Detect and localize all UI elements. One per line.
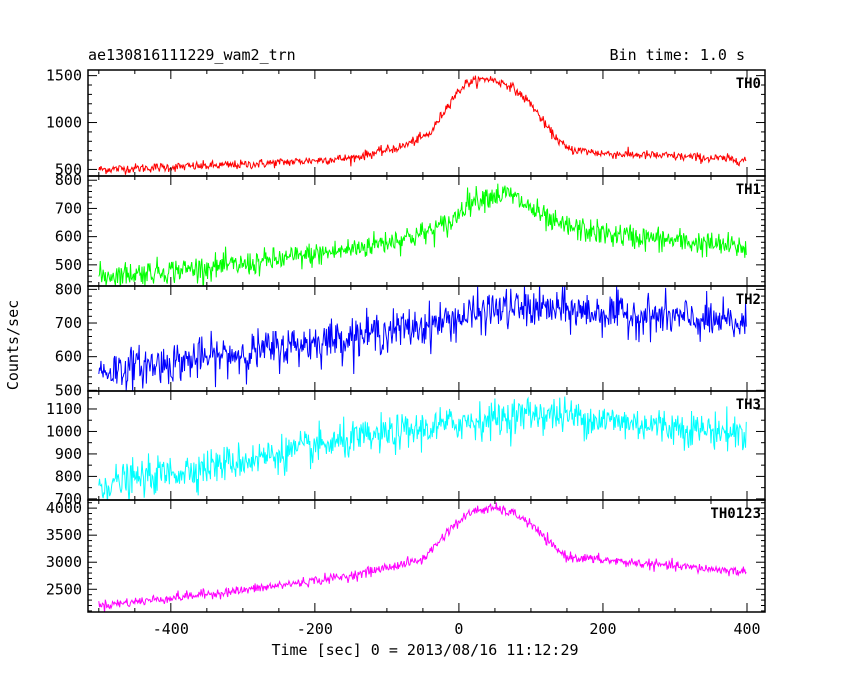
panels: 500 1000 1500 TH0 500 600 700 800 TH1 500 600 700 80… <box>46 67 766 638</box>
y-tick-label: 2500 <box>46 580 82 598</box>
x-tick-label: 400 <box>733 620 760 638</box>
panel-frame <box>87 69 766 177</box>
series-line-th0123 <box>98 502 747 612</box>
y-tick-label: 800 <box>55 171 82 189</box>
panel-th3: 700 800 900 1000 1100 TH3 <box>46 390 766 508</box>
panel-th0123: 2500 3000 3500 4000 TH0123 <box>46 499 766 613</box>
y-tick-label: 1000 <box>46 114 82 132</box>
y-tick-label: 700 <box>55 490 82 508</box>
series-line-th2 <box>98 286 747 391</box>
y-tick-label: 500 <box>55 381 82 399</box>
panel-label-th2: TH2 <box>736 292 761 308</box>
y-tick-label: 600 <box>55 228 82 246</box>
x-tick-label: 0 <box>454 620 463 638</box>
panel-frame <box>87 390 766 501</box>
panel-frame <box>87 285 766 392</box>
x-tick-label: -400 <box>153 620 189 638</box>
x-axis-label: Time [sec] 0 = 2013/08/16 11:12:29 <box>271 641 578 659</box>
panel-label-th0: TH0 <box>736 76 761 92</box>
panel-frame <box>87 499 766 613</box>
panel-th0: 500 1000 1500 TH0 <box>46 67 766 178</box>
y-tick-label: 3000 <box>46 553 82 571</box>
y-tick-label: 3500 <box>46 526 82 544</box>
panel-label-th3: TH3 <box>736 397 761 413</box>
y-tick-label: 800 <box>55 280 82 298</box>
y-tick-label: 1500 <box>46 67 82 85</box>
y-tick-label: 900 <box>55 445 82 463</box>
y-tick-label: 1100 <box>46 400 82 418</box>
y-axis-label: Counts/sec <box>4 300 22 390</box>
panel-label-th0123: TH0123 <box>710 506 761 522</box>
panel-label-th1: TH1 <box>736 182 761 198</box>
y-tick-label: 700 <box>55 199 82 217</box>
y-tick-label: 4000 <box>46 499 82 517</box>
series-line-th1 <box>98 183 747 286</box>
bin-time-label: Bin time: 1.0 s <box>610 46 745 64</box>
y-tick-label: 500 <box>55 256 82 274</box>
series-line-th0 <box>98 75 747 175</box>
x-tick-label: -200 <box>297 620 333 638</box>
series-line-th3 <box>98 396 747 500</box>
x-tick-label: 200 <box>589 620 616 638</box>
y-tick-label: 1000 <box>46 422 82 440</box>
observation-title: ae130816111229_wam2_trn <box>88 46 296 64</box>
y-tick-label: 600 <box>55 348 82 366</box>
y-tick-label: 800 <box>55 467 82 485</box>
panel-th1: 500 600 700 800 TH1 <box>55 171 766 287</box>
y-tick-label: 700 <box>55 314 82 332</box>
y-tick-label: 500 <box>55 160 82 178</box>
panel-th2: 500 600 700 800 TH2 <box>55 280 766 399</box>
